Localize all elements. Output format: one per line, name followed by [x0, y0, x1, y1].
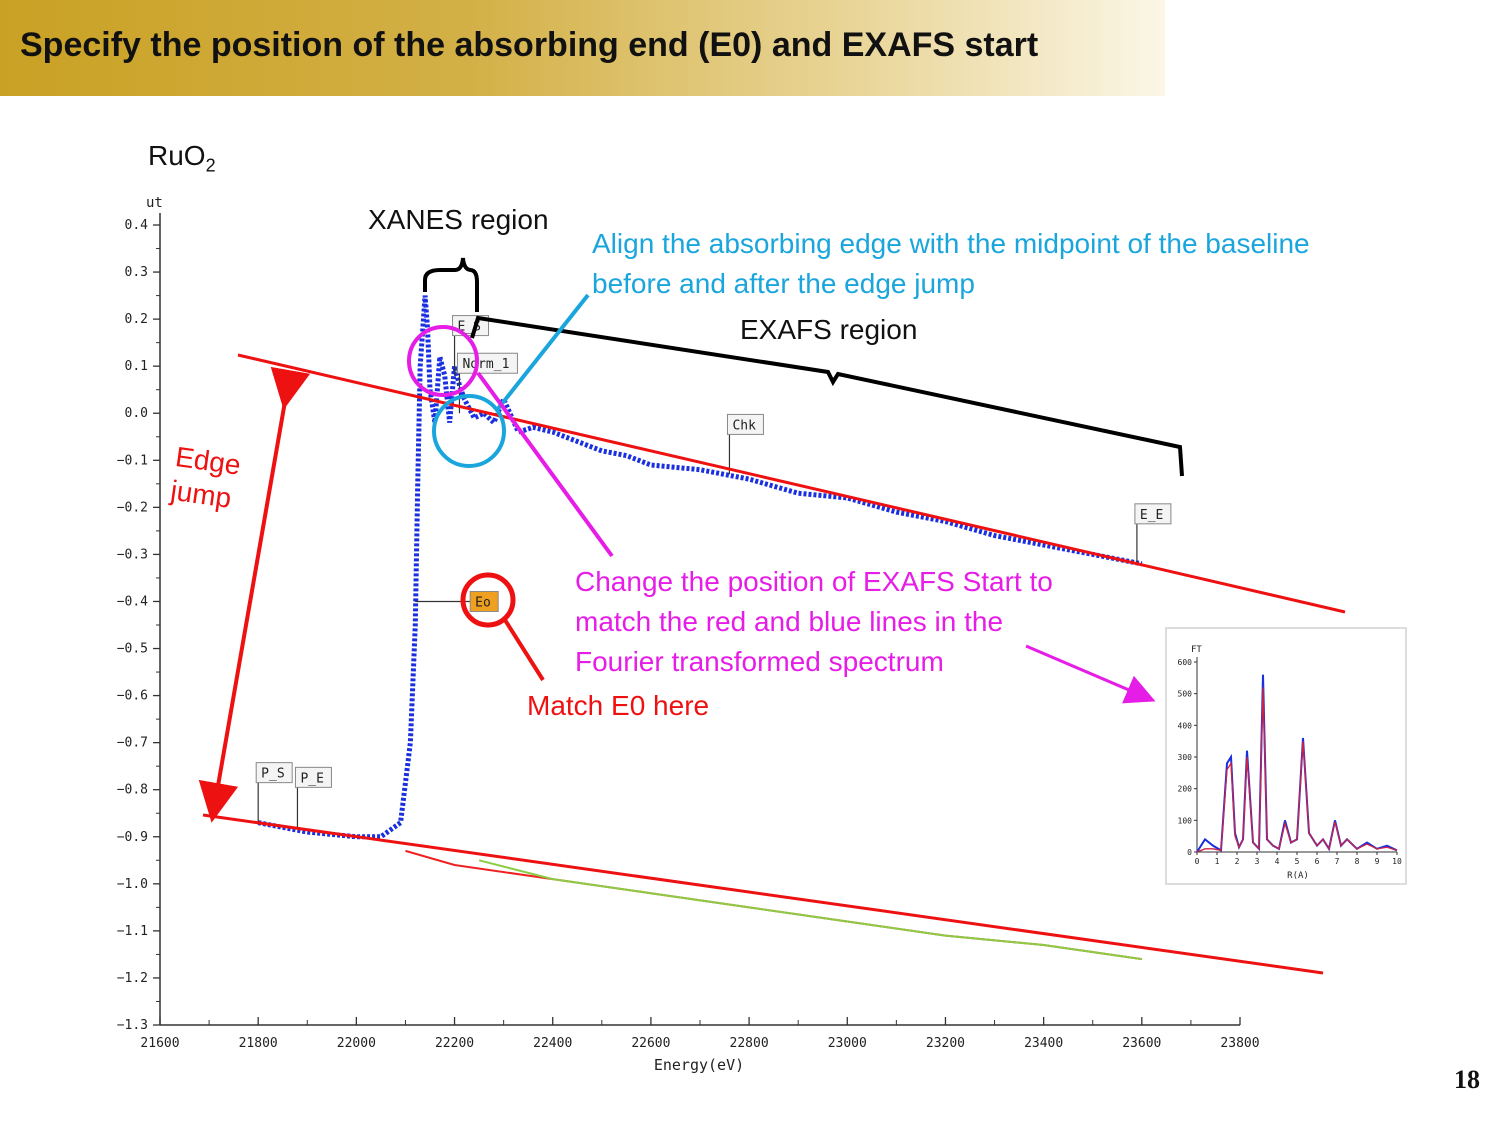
match-e0-label: Match E0 here	[527, 690, 710, 721]
x-tick-label: 23000	[828, 1036, 867, 1051]
ft-x-tick-label: 8	[1355, 857, 1360, 866]
y-tick-label: −1.0	[117, 877, 148, 892]
ft-y-tick-label: 400	[1178, 721, 1193, 730]
sample-formula: RuO	[148, 140, 206, 171]
ft-y-tick-label: 200	[1178, 785, 1193, 794]
ft-x-tick-label: 9	[1375, 857, 1380, 866]
y-tick-label: 0.4	[125, 218, 149, 233]
align-edge-note: Align the absorbing edge with the midpoi…	[592, 228, 1310, 299]
ft-x-tick-label: 10	[1392, 857, 1402, 866]
ft-series-line-1	[1196, 687, 1398, 853]
ft-x-tick-label: 3	[1255, 857, 1260, 866]
edge-jump-label: Edge jump	[168, 440, 243, 514]
marker-label: Eo	[475, 595, 491, 610]
x-tick-label: 22200	[435, 1036, 474, 1051]
ft-axes: 0 100 200 300 400 500 600 0 1 2 3 4 5 6 7 8 9 10	[1178, 657, 1402, 866]
x-tick-label: 21600	[140, 1036, 179, 1051]
sample-label: RuO2	[148, 140, 216, 177]
align-pointer-line	[495, 293, 590, 412]
marker-label: Chk	[732, 418, 756, 433]
upper-baseline-line	[237, 353, 1346, 614]
xanes-brace	[423, 257, 479, 312]
y-tick-label: 0.2	[125, 312, 148, 327]
series-line-0	[257, 295, 1143, 840]
marker-e-e[interactable]: E_E	[1134, 503, 1172, 564]
y-tick-label: −0.8	[117, 783, 148, 798]
lower-baseline-line	[202, 813, 1324, 975]
y-tick-label: −1.3	[117, 1018, 148, 1033]
ft-x-tick-label: 2	[1235, 857, 1240, 866]
edge-jump-arrow	[198, 366, 311, 823]
ft-series	[1196, 674, 1398, 853]
y-tick-label: 0.0	[125, 406, 148, 421]
ft-y-tick-label: 100	[1178, 816, 1193, 825]
x-tick-label: 23400	[1024, 1036, 1063, 1051]
y-tick-label: −0.9	[117, 830, 148, 845]
exafs-brace	[470, 315, 1184, 477]
ft-y-label: FT	[1191, 645, 1202, 655]
y-tick-label: 0.1	[125, 359, 148, 374]
ft-x-tick-label: 7	[1335, 857, 1340, 866]
x-tick-label: 23200	[926, 1036, 965, 1051]
slide-title: Specify the position of the absorbing en…	[20, 26, 1039, 64]
y-tick-label: −0.6	[117, 689, 148, 704]
x-axis-label: Energy(eV)	[654, 1056, 744, 1074]
e0-pointer-line	[503, 618, 545, 682]
ft-x-label: R(A)	[1287, 871, 1309, 881]
title-banner	[0, 0, 1165, 96]
ft-y-tick-label: 0	[1187, 848, 1192, 857]
xanes-region-label: XANES region	[368, 204, 549, 235]
y-axis-label: ut	[146, 195, 163, 211]
page-number: 18	[1454, 1065, 1480, 1094]
ft-y-tick-label: 600	[1178, 658, 1193, 667]
ft-x-tick-label: 0	[1195, 857, 1200, 866]
ft-x-tick-label: 6	[1315, 857, 1320, 866]
exafs-region-label: EXAFS region	[740, 314, 918, 345]
ft-x-tick-label: 1	[1215, 857, 1220, 866]
ft-x-tick-label: 4	[1275, 857, 1280, 866]
x-tick-label: 22600	[631, 1036, 670, 1051]
x-tick-label: 22800	[730, 1036, 769, 1051]
x-tick-label: 23800	[1220, 1036, 1259, 1051]
series-line-2	[478, 859, 1142, 961]
ft-pointer-arrow	[1025, 644, 1156, 704]
main-axes: 0.4 0.3 0.2 0.1 0.0 −0.1 −0.2 −0.3 −0.4 −0.5 −0.6 −…	[117, 213, 1260, 1051]
edge-midpoint-circle	[432, 394, 506, 468]
exafs-start-note: Change the position of EXAFS Start to ma…	[575, 566, 1053, 677]
y-tick-label: −0.2	[117, 500, 148, 515]
ft-inset-chart: 0 100 200 300 400 500 600 0 1 2 3 4 5 6 7 8 9 10 FT R(A)	[1165, 627, 1407, 885]
ft-y-tick-label: 500	[1178, 690, 1193, 699]
ft-y-tick-label: 300	[1178, 753, 1193, 762]
x-tick-label: 22000	[337, 1036, 376, 1051]
x-tick-label: 21800	[239, 1036, 278, 1051]
y-tick-label: 0.3	[125, 265, 148, 280]
ft-x-tick-label: 5	[1295, 857, 1300, 866]
x-tick-label: 23600	[1122, 1036, 1161, 1051]
e0-circle	[460, 572, 516, 628]
y-tick-label: −0.3	[117, 547, 148, 562]
sample-subscript: 2	[205, 155, 216, 176]
y-tick-label: −0.7	[117, 736, 148, 751]
y-tick-label: −0.5	[117, 642, 148, 657]
y-tick-label: −1.1	[117, 924, 148, 939]
marker-chk[interactable]: Chk	[726, 413, 764, 475]
main-series	[257, 295, 1143, 961]
exafs-start-circle	[407, 325, 479, 397]
y-tick-label: −1.2	[117, 971, 148, 986]
x-tick-label: 22400	[533, 1036, 572, 1051]
y-tick-label: −0.4	[117, 594, 148, 609]
marker-label: E_E	[1140, 508, 1163, 523]
exafs-start-pointer-line	[476, 371, 614, 558]
y-tick-label: −0.1	[117, 453, 148, 468]
